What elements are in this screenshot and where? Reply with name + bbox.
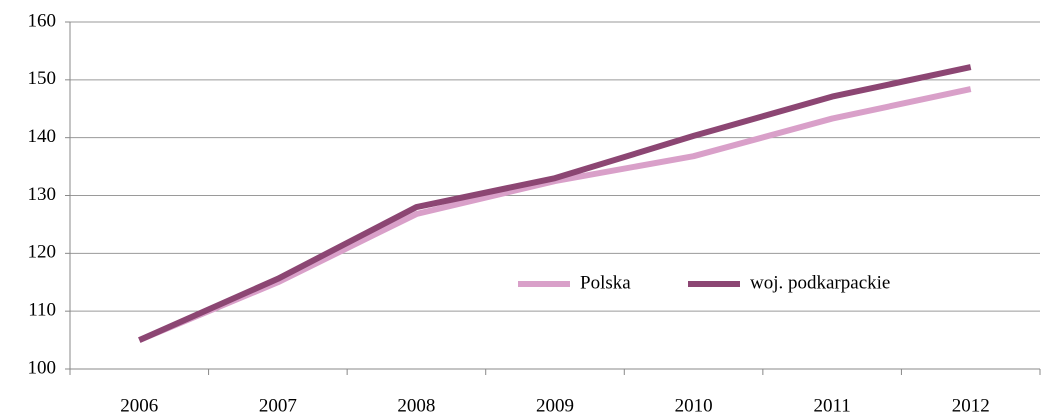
x-tick-label: 2010 (675, 395, 713, 415)
y-tick-label: 100 (28, 357, 57, 378)
x-tick-label: 2008 (397, 395, 435, 415)
x-tick-label: 2007 (259, 395, 297, 415)
y-tick-label: 110 (28, 300, 56, 321)
line-series (138, 64, 972, 343)
legend-label: woj. podkarpackie (750, 272, 890, 293)
x-tick-label: 2006 (120, 395, 158, 415)
line-series (138, 86, 972, 343)
y-tick-label: 140 (28, 126, 57, 147)
legend-label: Polska (580, 272, 631, 293)
x-tick-label: 2011 (813, 395, 850, 415)
y-tick-label: 120 (28, 242, 57, 263)
y-tick-label: 160 (28, 10, 57, 31)
x-tick-label: 2009 (536, 395, 574, 415)
y-tick-label: 130 (28, 184, 57, 205)
y-tick-label: 150 (28, 68, 57, 89)
x-tick-label: 2012 (952, 395, 990, 415)
